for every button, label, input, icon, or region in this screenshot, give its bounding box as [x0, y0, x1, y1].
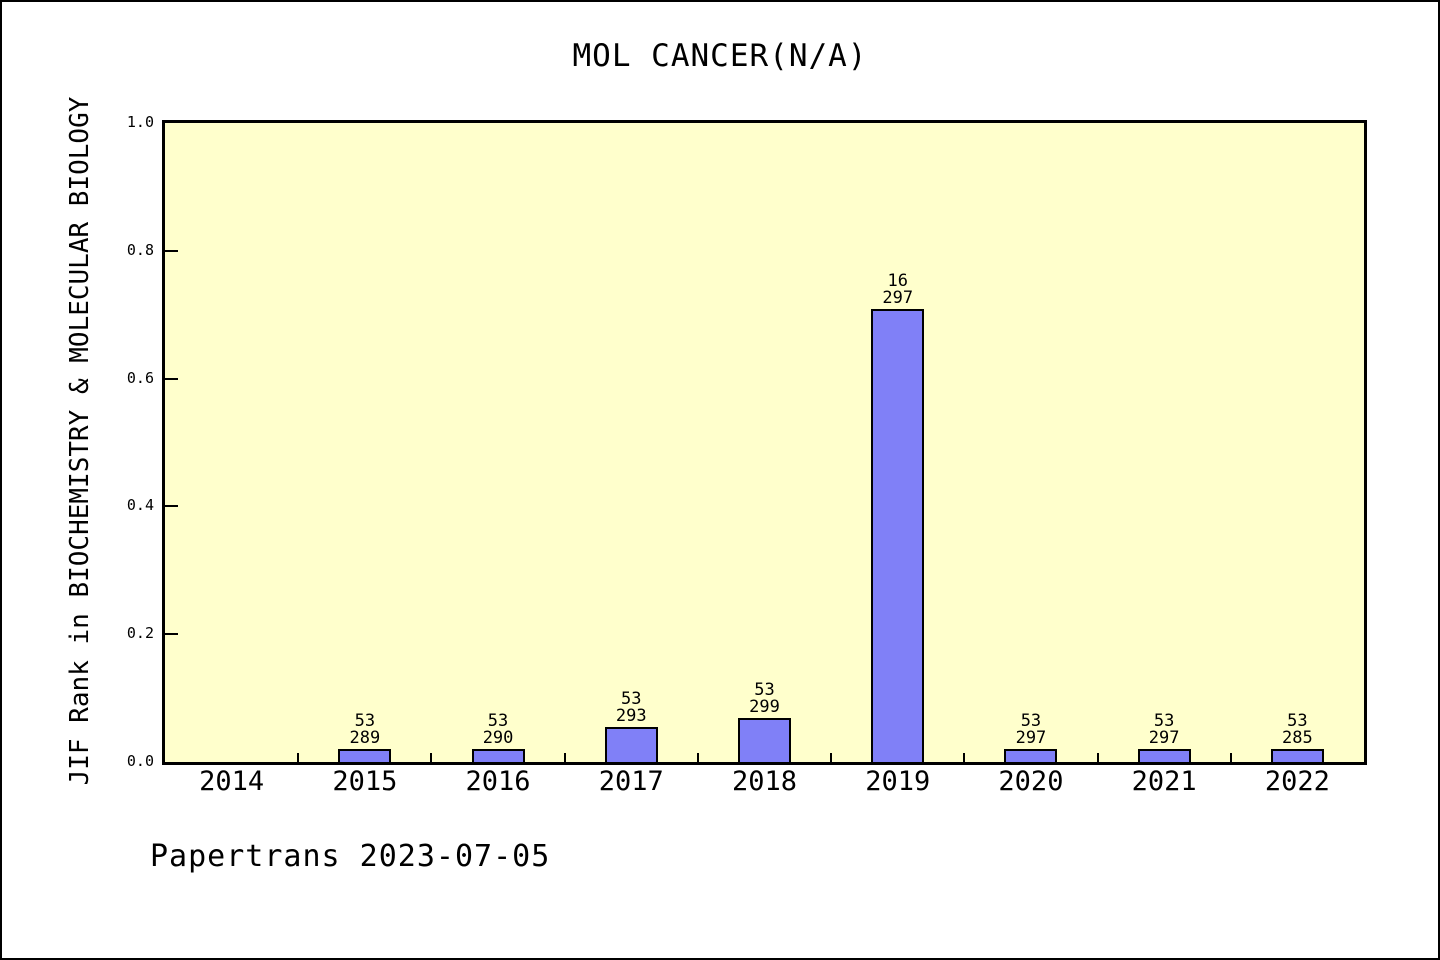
bar: [1138, 749, 1191, 762]
bar: [738, 718, 791, 762]
x-category-label: 2016: [465, 766, 531, 797]
x-category-label: 2014: [199, 766, 265, 797]
bar-label: 53 290: [482, 711, 514, 748]
bar: [1271, 749, 1324, 762]
x-axis-tick: [696, 753, 699, 762]
x-category-label: 2022: [1264, 766, 1330, 797]
bar-label: 16 297: [882, 271, 914, 308]
bar: [472, 749, 525, 762]
y-tick-label: 1.0: [126, 113, 154, 131]
x-axis-tick: [830, 753, 833, 762]
y-axis-tick: [165, 250, 178, 252]
chart-title: MOL CANCER(N/A): [572, 38, 868, 74]
plot-inner: 2014 2015 53 289 2016 53 290 2017 53 293 2018 53 299…: [127, 115, 1364, 796]
y-tick-label: 0.6: [126, 369, 154, 387]
x-category-label: 2019: [865, 766, 931, 797]
x-category-label: 2020: [998, 766, 1064, 797]
y-axis-tick: [165, 378, 178, 380]
x-category-label: 2015: [332, 766, 398, 797]
y-tick-label: 0.8: [126, 241, 154, 259]
y-tick-label: 0.4: [126, 496, 154, 514]
bar: [871, 309, 924, 762]
x-axis-tick: [963, 753, 966, 762]
y-axis-tick: [165, 505, 178, 507]
bar-label: 53 297: [1148, 711, 1180, 748]
plot-area: 2014 2015 53 289 2016 53 290 2017 53 293 2018 53 299…: [127, 115, 1367, 796]
x-axis-tick: [297, 753, 300, 762]
x-category-label: 2021: [1131, 766, 1197, 797]
x-axis-tick: [1096, 753, 1099, 762]
x-axis-tick: [563, 753, 566, 762]
y-tick-label: 0.0: [126, 752, 154, 770]
y-tick-label: 0.2: [126, 624, 154, 642]
bar: [605, 727, 658, 762]
x-category-label: 2018: [731, 766, 798, 797]
x-category-label: 2017: [598, 766, 664, 797]
bar-label: 53 297: [1015, 711, 1047, 748]
x-axis-tick: [1229, 753, 1232, 762]
footer-text: Papertrans 2023-07-05: [150, 839, 551, 874]
bar-label: 53 285: [1282, 711, 1313, 748]
bar-label: 53 299: [749, 680, 780, 717]
bar: [1004, 749, 1057, 762]
y-axis-label: JIF Rank in BIOCHEMISTRY & MOLECULAR BIO…: [65, 96, 95, 786]
bar-label: 53 289: [349, 711, 381, 748]
x-axis-tick: [430, 753, 433, 762]
bar: [338, 749, 391, 762]
y-axis-tick: [165, 633, 178, 635]
bar-label: 53 293: [615, 689, 647, 726]
